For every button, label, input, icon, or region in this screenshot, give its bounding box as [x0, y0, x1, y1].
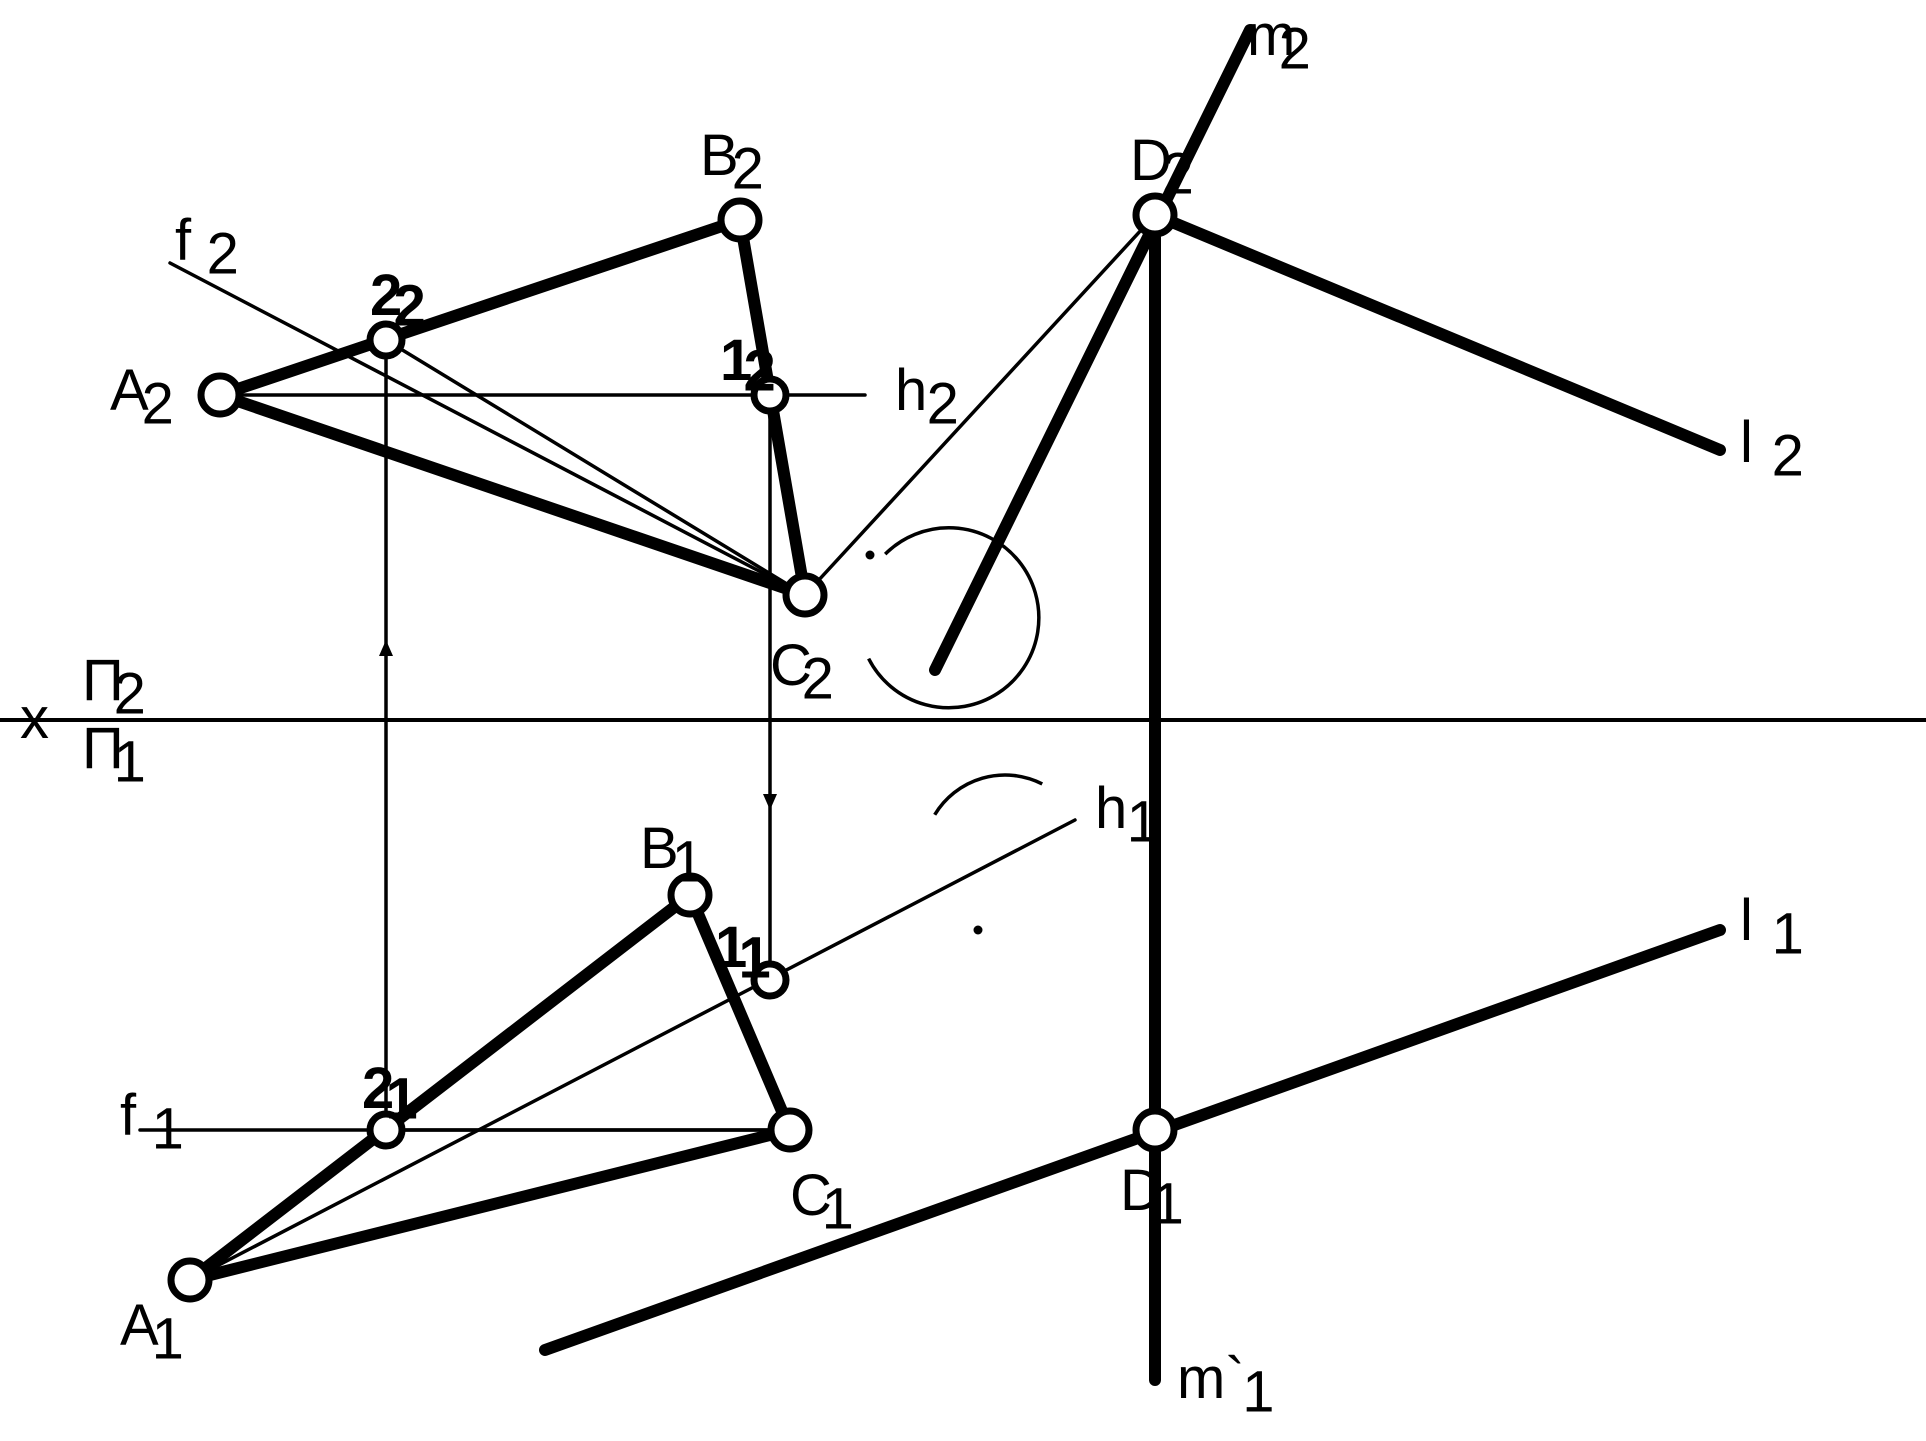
svg-text:f: f: [175, 208, 192, 273]
svg-text:2: 2: [1772, 423, 1804, 488]
svg-text:1: 1: [739, 926, 771, 991]
line-f2-ext: [170, 263, 805, 595]
label-f2: f2: [175, 208, 239, 286]
line-l2: [1155, 215, 1720, 450]
svg-text:1: 1: [152, 1096, 184, 1161]
point-A2: [201, 376, 239, 414]
svg-text:h: h: [1095, 776, 1127, 841]
label-A2: A2: [110, 358, 174, 436]
svg-text:1: 1: [1242, 1359, 1274, 1424]
line-C2D2: [805, 215, 1155, 595]
label-P21: 21: [362, 1056, 418, 1132]
right-angle-dot-arc2: [866, 551, 875, 560]
label-f1: f1: [120, 1083, 184, 1161]
label-C1: C1: [790, 1163, 854, 1241]
label-D2: D2: [1130, 128, 1194, 206]
svg-text:1: 1: [1127, 789, 1159, 854]
point-C2: [786, 576, 824, 614]
label-m1p: m`1: [1177, 1346, 1275, 1424]
descriptive-geometry-diagram: A2B2C2D2f2h2m2l22212A1B1C1D1f1h1l1m`1211…: [0, 0, 1926, 1441]
label-P12: 12: [720, 328, 776, 404]
right-angle-arc1: [935, 775, 1043, 815]
point-B2: [721, 201, 759, 239]
arrow-up: [379, 640, 393, 656]
label-D1: D1: [1120, 1158, 1184, 1236]
svg-text:l: l: [1740, 888, 1753, 953]
point-C1: [771, 1111, 809, 1149]
label-A1: A1: [120, 1293, 184, 1371]
svg-text:2: 2: [744, 339, 776, 404]
label-C2: C2: [770, 633, 834, 711]
right-angle-arc2: [869, 528, 1039, 708]
svg-text:1: 1: [1152, 1171, 1184, 1236]
svg-text:l: l: [1740, 410, 1753, 475]
svg-text:1: 1: [1772, 901, 1804, 966]
svg-text:2: 2: [1279, 16, 1311, 81]
svg-text:2: 2: [1162, 141, 1194, 206]
svg-text:2: 2: [394, 274, 426, 339]
label-h2: h2: [895, 358, 959, 436]
svg-text:1: 1: [672, 829, 704, 894]
label-Pi1: П1: [82, 716, 146, 794]
svg-text:h: h: [895, 358, 927, 423]
svg-text:1: 1: [152, 1306, 184, 1371]
label-x: x: [20, 686, 49, 751]
label-m2: m2: [1247, 3, 1311, 81]
label-l2: l2: [1740, 410, 1804, 488]
point-D1: [1136, 1111, 1174, 1149]
arrow-down: [763, 794, 777, 810]
right-angle-dot-arc1: [974, 926, 983, 935]
edge-C2A2: [220, 395, 805, 595]
label-l1: l1: [1740, 888, 1804, 966]
svg-text:2: 2: [802, 646, 834, 711]
label-Pi2: П2: [82, 648, 146, 726]
edge-A2B2: [220, 220, 740, 395]
label-B1: B1: [640, 816, 704, 894]
svg-text:m`: m`: [1177, 1346, 1245, 1411]
label-P22: 22: [370, 263, 426, 339]
svg-text:2: 2: [732, 136, 764, 201]
svg-text:f: f: [120, 1083, 137, 1148]
point-A1: [171, 1261, 209, 1299]
svg-text:1: 1: [822, 1176, 854, 1241]
svg-text:2: 2: [207, 221, 239, 286]
svg-text:2: 2: [142, 371, 174, 436]
svg-text:1: 1: [114, 729, 146, 794]
svg-text:2: 2: [927, 371, 959, 436]
svg-text:1: 1: [386, 1067, 418, 1132]
line-l1: [545, 930, 1720, 1350]
svg-text:x: x: [20, 686, 49, 751]
line-m2: [935, 30, 1250, 670]
label-P11: 11: [715, 915, 771, 991]
label-B2: B2: [700, 123, 764, 201]
